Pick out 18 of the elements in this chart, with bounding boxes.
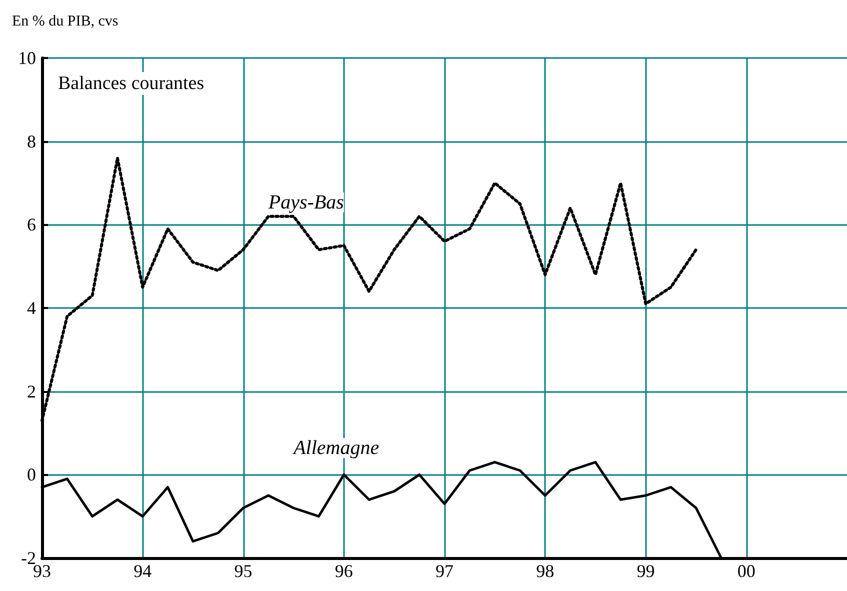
text: Balances courantes <box>58 73 204 94</box>
y-tick-label: 10 <box>18 48 36 68</box>
x-tick-label: 93 <box>33 561 51 581</box>
x-tick-label: 94 <box>134 561 152 581</box>
x-tick-label: 98 <box>536 561 554 581</box>
series-label: Pays-Bas <box>267 191 344 214</box>
y-tick-label: 4 <box>27 298 36 318</box>
series-label: Allemagne <box>292 437 380 460</box>
y-tick-label: 0 <box>27 464 36 485</box>
y-tick-label: 2 <box>27 381 36 402</box>
y-tick-label: 6 <box>27 214 36 235</box>
x-tick-label: 00 <box>737 561 756 581</box>
x-tick-label: 96 <box>334 561 353 581</box>
x-tick-label: 97 <box>436 561 454 581</box>
y-axis-title: En % du PIB, cvs <box>12 14 118 30</box>
y-tick-label: 8 <box>27 131 36 152</box>
x-tick-label: 99 <box>636 561 655 581</box>
x-tick-label: 95 <box>234 561 252 581</box>
